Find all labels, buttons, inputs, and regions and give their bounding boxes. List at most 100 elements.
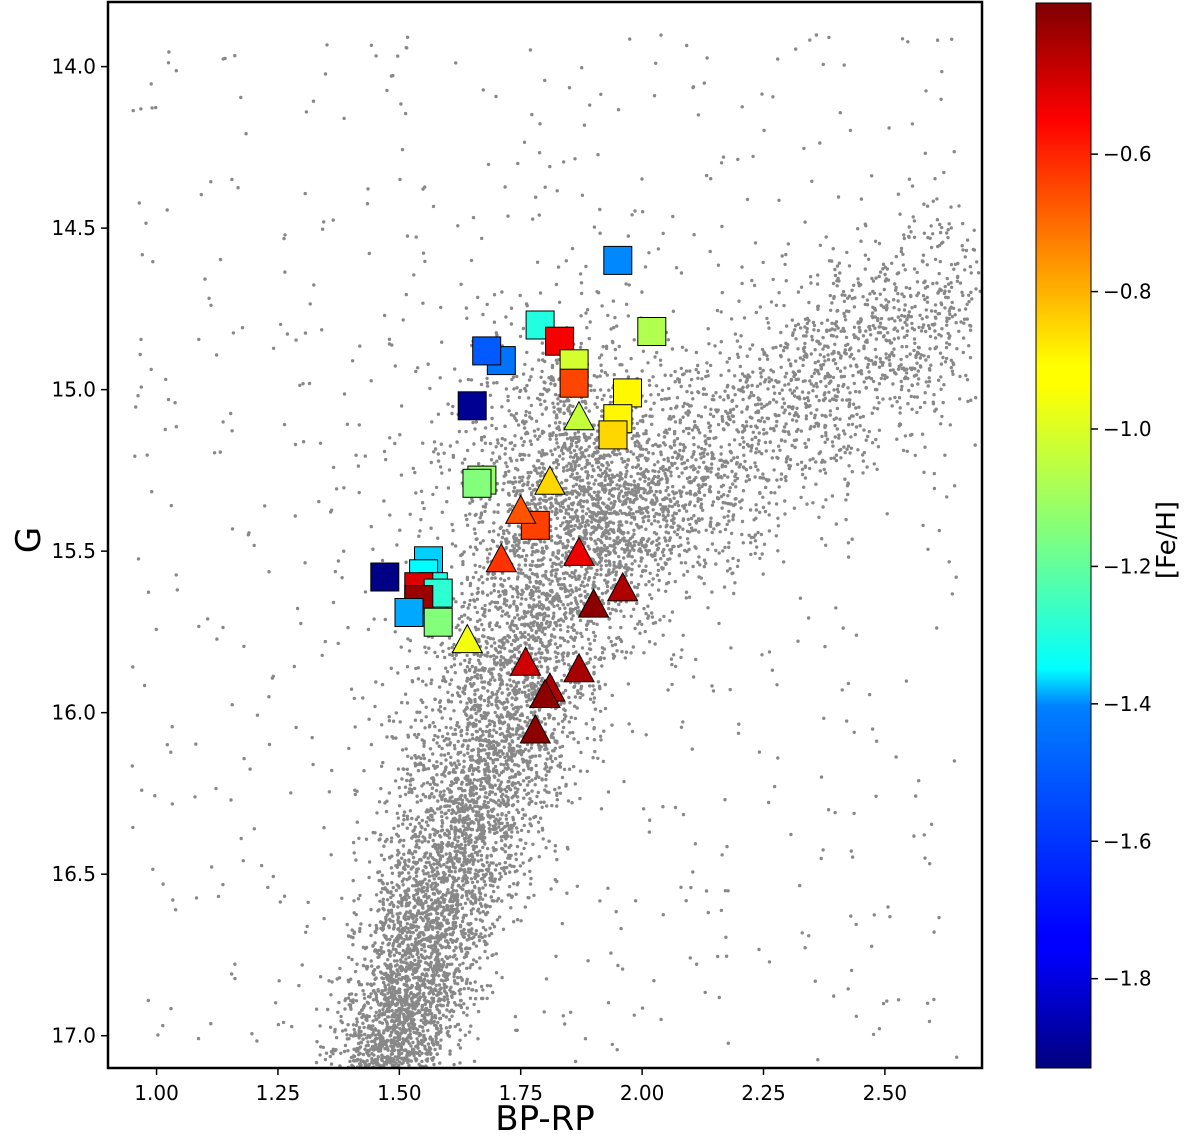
field-star-dot [474, 729, 479, 734]
field-star-dot [328, 1054, 332, 1059]
field-star-dot [558, 765, 563, 769]
field-star-dot [554, 655, 558, 659]
field-star-dot [650, 583, 654, 587]
field-star-dot [570, 524, 574, 528]
field-star-dot [603, 478, 607, 482]
field-star-dot [667, 493, 671, 497]
field-star-dot [406, 851, 411, 855]
field-star-dot [474, 810, 479, 814]
field-star-dot [402, 1048, 406, 1053]
field-star-dot [473, 697, 477, 702]
field-star-dot [530, 778, 534, 782]
field-star-dot [444, 865, 449, 869]
field-star-dot [438, 1023, 443, 1028]
field-star-dot [503, 658, 508, 662]
field-star-dot [522, 846, 526, 851]
field-star-dot [406, 772, 410, 776]
field-star-dot [565, 734, 570, 739]
field-star-dot [397, 972, 402, 977]
field-star-dot [483, 903, 488, 907]
field-star-dot [573, 782, 577, 786]
field-star-dot [494, 768, 499, 773]
field-star-dot [397, 994, 401, 998]
field-star-dot [467, 780, 472, 784]
field-star-dot [522, 634, 526, 639]
field-star-dot [536, 790, 540, 795]
field-star-dot [352, 851, 356, 855]
field-star-dot [452, 819, 456, 824]
field-star-dot [415, 967, 419, 971]
field-star-dot [548, 582, 552, 586]
field-star-dot [525, 783, 530, 787]
field-star-dot [546, 751, 550, 755]
field-star-dot [593, 707, 598, 711]
field-star-dot [566, 629, 570, 634]
field-star-dot [537, 466, 542, 470]
field-star-dot [423, 877, 427, 881]
field-star-dot [442, 900, 446, 904]
field-star-dot [437, 744, 441, 748]
field-star-dot [424, 683, 428, 687]
field-star-dot [376, 870, 380, 875]
field-star-dot [462, 874, 466, 878]
field-star-dot [487, 719, 492, 723]
field-star-dot [453, 837, 457, 841]
field-star-dot [488, 904, 492, 909]
field-star-dot [486, 689, 490, 693]
field-star-dot [530, 563, 534, 568]
field-star-dot [505, 821, 510, 825]
field-star-dot [386, 958, 390, 962]
field-star-dot [379, 853, 384, 857]
field-star-dot [472, 1059, 477, 1064]
field-star-dot [472, 527, 477, 531]
field-star-dot [398, 893, 403, 898]
field-star-dot [530, 675, 535, 679]
field-star-dot [541, 583, 545, 587]
field-star-dot [442, 789, 446, 793]
field-star-dot [403, 968, 407, 972]
field-star-dot [446, 857, 450, 861]
field-star-dot [465, 701, 469, 705]
field-star-dot [437, 1009, 441, 1013]
field-star-dot [380, 873, 384, 877]
background-field-stars [130, 33, 982, 1068]
field-star-dot [566, 504, 571, 508]
field-star-dot [406, 927, 410, 931]
field-star-dot [405, 817, 410, 821]
field-star-dot [423, 1011, 427, 1016]
field-star-dot [423, 795, 428, 799]
field-star-dot [588, 697, 593, 701]
field-star-dot [435, 866, 439, 870]
field-star-dot [517, 617, 522, 621]
field-star-dot [487, 608, 491, 613]
field-star-dot [516, 799, 520, 804]
field-star-dot [498, 675, 502, 679]
field-star-dot [503, 597, 507, 601]
field-star-dot [405, 701, 410, 705]
field-star-dot [434, 988, 438, 993]
field-star-dot [453, 732, 458, 736]
field-star-dot [592, 696, 597, 700]
field-star-dot [447, 926, 451, 930]
field-star-dot [560, 730, 565, 734]
field-star-dot [427, 758, 432, 763]
field-star-dot [438, 705, 443, 709]
field-star-dot [375, 927, 379, 931]
field-star-dot [550, 573, 554, 577]
field-star-dot [358, 926, 362, 931]
field-star-dot [635, 601, 639, 606]
field-star-dot [420, 1007, 424, 1012]
field-star-dot [314, 1060, 319, 1065]
field-star-dot [486, 700, 491, 704]
field-star-dot [559, 523, 563, 528]
field-star-dot [549, 887, 553, 891]
field-star-dot [432, 1042, 436, 1047]
field-star-dot [368, 923, 372, 927]
field-star-dot [445, 1003, 450, 1007]
field-star-dot [435, 760, 439, 764]
field-star-dot [442, 998, 446, 1002]
field-star-dot [401, 1037, 405, 1041]
field-star-dot [366, 994, 371, 999]
field-star-dot [428, 1005, 433, 1009]
field-star-dot [342, 1049, 347, 1054]
